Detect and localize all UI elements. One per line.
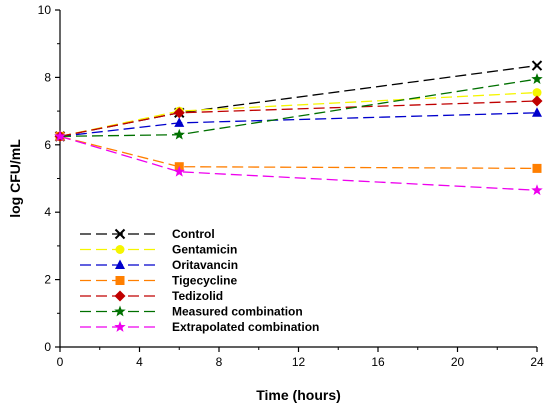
legend-marker bbox=[114, 305, 126, 317]
x-tick-label: 20 bbox=[451, 355, 465, 369]
data-point bbox=[173, 165, 185, 177]
legend-label: Tigecycline bbox=[172, 274, 237, 288]
data-point bbox=[532, 163, 542, 173]
x-tick-label: 8 bbox=[216, 355, 223, 369]
x-axis-title: Time (hours) bbox=[256, 387, 341, 403]
y-tick-label: 4 bbox=[44, 205, 51, 219]
series-line bbox=[59, 112, 538, 138]
series-tedizolid bbox=[54, 95, 543, 142]
legend-item: Tedizolid bbox=[80, 289, 223, 303]
series-line bbox=[59, 100, 538, 138]
data-point bbox=[531, 184, 543, 196]
y-tick-label: 10 bbox=[38, 3, 52, 17]
legend-item: Measured combination bbox=[80, 305, 303, 319]
data-point bbox=[532, 107, 542, 117]
legend-label: Extrapolated combination bbox=[172, 320, 319, 334]
legend-label: Gentamicin bbox=[172, 243, 237, 257]
legend-marker bbox=[115, 276, 125, 285]
data-point bbox=[173, 107, 185, 119]
legend-item: Tigecycline bbox=[80, 274, 237, 288]
data-point bbox=[531, 73, 543, 84]
legend-marker bbox=[114, 321, 126, 332]
y-axis-title: log CFU/mL bbox=[7, 139, 23, 218]
y-tick-label: 6 bbox=[44, 138, 51, 152]
series-tigecycline bbox=[55, 131, 542, 173]
legend-label: Measured combination bbox=[172, 305, 303, 319]
legend-label: Control bbox=[172, 227, 215, 241]
x-tick-label: 0 bbox=[57, 355, 64, 369]
legend-item: Oritavancin bbox=[80, 258, 238, 272]
legend-item: Extrapolated combination bbox=[80, 320, 319, 334]
legend-item: Control bbox=[80, 227, 215, 241]
y-tick-label: 8 bbox=[44, 70, 51, 84]
data-point bbox=[174, 117, 185, 127]
legend-marker bbox=[115, 245, 125, 254]
data-point bbox=[531, 60, 543, 71]
series-line bbox=[59, 135, 538, 170]
x-tick-label: 16 bbox=[371, 355, 385, 369]
series-layer bbox=[54, 60, 543, 196]
legend-marker bbox=[114, 228, 126, 240]
data-point bbox=[173, 128, 185, 140]
x-tick-label: 4 bbox=[136, 355, 143, 369]
series-line bbox=[59, 135, 538, 191]
legend-marker bbox=[115, 259, 125, 269]
x-tick-label: 12 bbox=[292, 355, 306, 369]
y-tick-label: 2 bbox=[44, 273, 51, 287]
data-point bbox=[532, 88, 542, 98]
data-point bbox=[54, 130, 66, 142]
y-tick-label: 0 bbox=[44, 340, 51, 354]
series-extrapolated-combination bbox=[54, 130, 543, 196]
series-measured-combination bbox=[54, 73, 543, 142]
legend-label: Tedizolid bbox=[172, 289, 223, 303]
legend-label: Oritavancin bbox=[172, 258, 238, 272]
series-line bbox=[59, 64, 538, 138]
x-tick-label: 24 bbox=[530, 355, 544, 369]
legend-item: Gentamicin bbox=[80, 243, 237, 257]
legend-marker bbox=[114, 290, 126, 302]
data-point bbox=[531, 95, 543, 107]
